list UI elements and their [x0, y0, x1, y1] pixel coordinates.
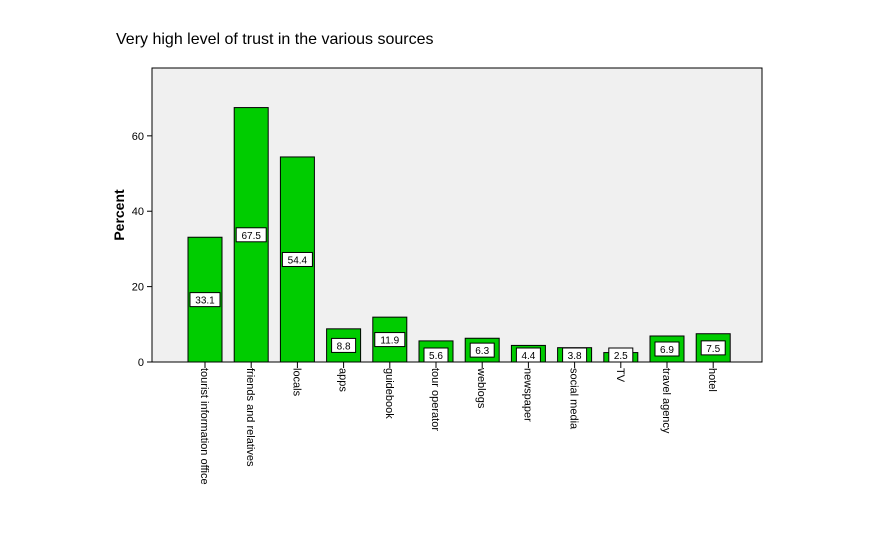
data-label: 8.8 [337, 341, 351, 352]
data-label-box [235, 227, 267, 243]
data-label: 4.4 [521, 351, 535, 362]
data-label-box [469, 342, 495, 358]
data-label: 5.6 [429, 351, 443, 362]
y-tick-label: 20 [132, 282, 144, 294]
chart-title: Very high level of trust in the various … [116, 31, 434, 48]
y-tick-label: 0 [138, 357, 144, 369]
x-tick-label: social media [568, 368, 580, 430]
category-labels: tourist information office friends and re… [152, 361, 762, 485]
data-label: 6.9 [660, 345, 674, 356]
x-tick-label: weblogs [475, 367, 487, 409]
data-label: 11.9 [380, 336, 399, 347]
x-tick-label: tour operator [429, 368, 441, 431]
y-axis: 0 20 40 60 [132, 131, 152, 369]
data-label-box [331, 337, 357, 353]
bars-group: 33.1 67.5 54.4 8.8 11.9 5.6 6.3 4.4 3.8 2.5 6.9 7.5 [187, 107, 731, 363]
x-tick-label: TV [614, 368, 626, 383]
data-label-box [700, 340, 726, 356]
data-label-box [654, 341, 680, 357]
data-label: 7.5 [706, 344, 720, 355]
data-label: 2.5 [614, 351, 628, 362]
data-label-box [189, 292, 221, 308]
data-label: 54.4 [288, 255, 308, 266]
x-tick-label: hotel [706, 368, 718, 392]
x-tick-label: guidebook [383, 368, 395, 419]
data-label: 6.3 [475, 346, 489, 357]
y-tick-label: 60 [132, 131, 144, 143]
data-label-box [281, 251, 313, 267]
x-tick-label: friends and relatives [244, 368, 256, 467]
data-label: 33.1 [195, 296, 215, 307]
data-label: 67.5 [241, 231, 261, 242]
y-tick-label: 40 [132, 206, 144, 218]
x-tick-label: tourist information office [198, 368, 210, 485]
x-tick-label: locals [290, 368, 302, 397]
x-tick-label: newspaper [521, 368, 533, 422]
x-tick-label: travel agency [660, 368, 672, 434]
data-label-box [374, 332, 406, 348]
data-label: 3.8 [568, 351, 582, 362]
x-tick-label: apps [337, 368, 349, 392]
y-axis-label: Percent [111, 189, 127, 241]
